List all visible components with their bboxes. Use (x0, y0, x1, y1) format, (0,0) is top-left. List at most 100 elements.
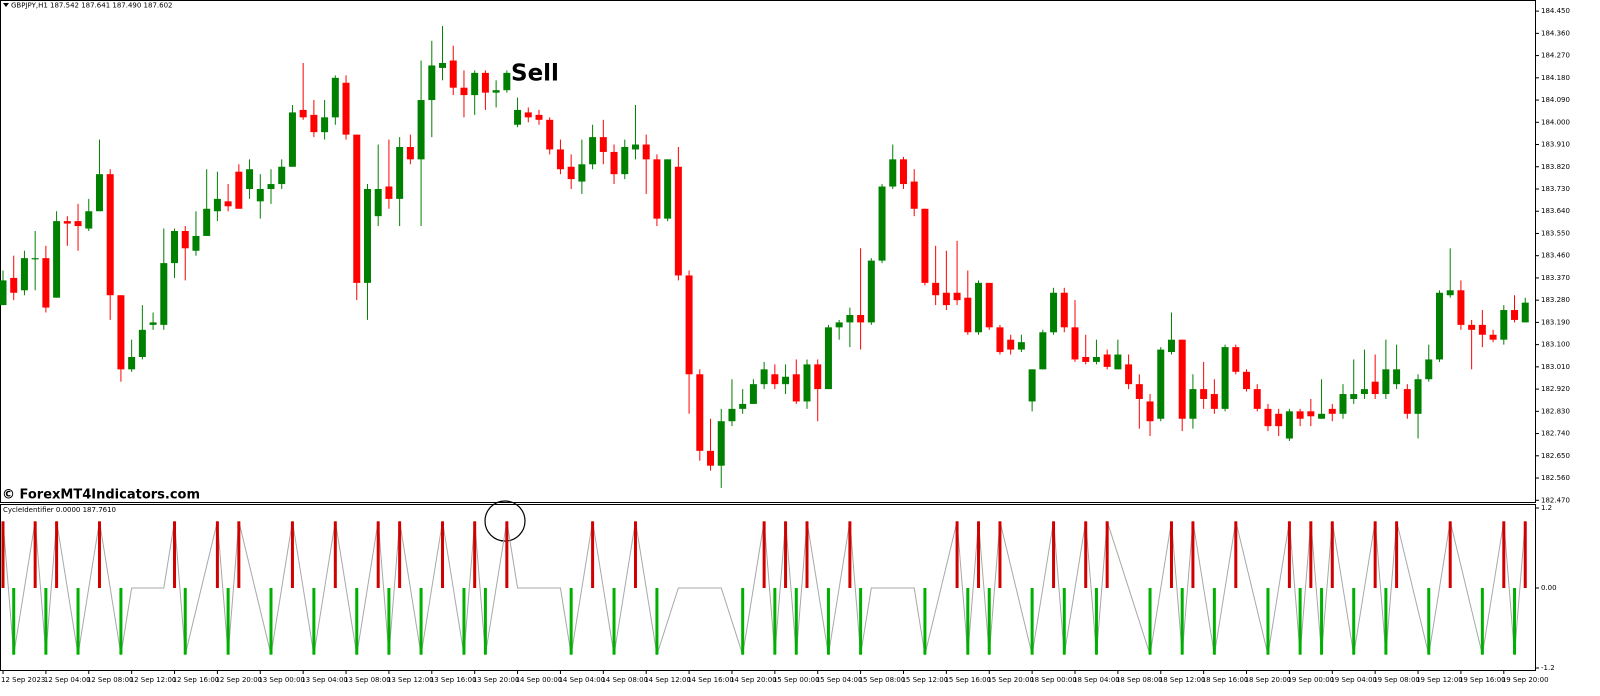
x-tick-label: 12 Sep 16:00 (173, 676, 220, 684)
buy-cycle-bar (483, 588, 487, 655)
sell-cycle-bar (1395, 521, 1399, 588)
candle-body (1017, 342, 1025, 350)
candle-body (1393, 369, 1401, 385)
candle-body (535, 114, 543, 120)
x-tick-label: 15 Sep 04:00 (816, 676, 863, 684)
x-tick-label: 12 Sep 2023 (1, 676, 45, 684)
x-tick-label: 15 Sep 16:00 (944, 676, 991, 684)
y-tick-label: -1.2 (1541, 664, 1555, 672)
candle-body (128, 356, 136, 370)
candle-body (106, 174, 114, 296)
candle-body (1285, 411, 1293, 439)
buy-cycle-bar (226, 588, 230, 655)
candle-body (975, 282, 983, 333)
candle-body (299, 109, 307, 118)
candle-body (1350, 394, 1358, 399)
candle-body (20, 258, 28, 291)
candle-body (717, 421, 725, 466)
y-tick-label: 183.640 (1541, 207, 1570, 215)
candle-body (1511, 310, 1519, 320)
candle-body (1521, 302, 1529, 323)
y-tick-label: 183.370 (1541, 274, 1570, 282)
x-tick-label: 13 Sep 12:00 (387, 676, 434, 684)
candle-body (835, 322, 843, 328)
buy-cycle-bar (1030, 588, 1034, 655)
sell-cycle-bar (398, 521, 402, 588)
candle-body (1489, 334, 1497, 340)
candle-body (889, 159, 897, 187)
x-tick-label: 14 Sep 12:00 (644, 676, 691, 684)
candle-body (524, 112, 532, 118)
x-tick-label: 15 Sep 20:00 (987, 676, 1034, 684)
candle-body (406, 146, 414, 160)
candle-body (310, 114, 318, 133)
x-tick-label: 19 Sep 04:00 (1330, 676, 1377, 684)
candle-body (674, 166, 682, 276)
sell-cycle-bar (1234, 521, 1238, 588)
candle-body (74, 221, 82, 227)
x-tick-label: 19 Sep 00:00 (1287, 676, 1334, 684)
candle-body (685, 275, 693, 375)
candle-body (278, 166, 286, 185)
buy-cycle-bar (655, 588, 659, 655)
x-tick-label: 19 Sep 20:00 (1502, 676, 1549, 684)
candle-body (1414, 379, 1422, 414)
candle-body (599, 137, 607, 152)
candle-body (1446, 290, 1454, 296)
y-tick-label: 1.2 (1541, 504, 1552, 512)
sell-cycle-bar (1105, 521, 1109, 588)
x-tick-label: 19 Sep 16:00 (1459, 676, 1506, 684)
candle-body (556, 149, 564, 170)
buy-cycle-bar (773, 588, 777, 655)
candle-body (749, 384, 757, 404)
candle-body (1243, 371, 1251, 390)
candle-body (385, 186, 393, 199)
candle-body (492, 90, 500, 93)
candle-body (942, 292, 950, 306)
buy-cycle-bar (612, 588, 616, 655)
sell-cycle-bar (977, 521, 981, 588)
candle-body (331, 77, 339, 118)
x-tick-label: 19 Sep 12:00 (1416, 676, 1463, 684)
buy-cycle-bar (1384, 588, 1388, 655)
candle-body (546, 119, 554, 150)
sell-cycle-bar (1448, 521, 1452, 588)
candle-body (203, 208, 211, 236)
buy-cycle-bar (794, 588, 798, 655)
candle-body (1135, 384, 1143, 399)
candle-body (1264, 408, 1272, 427)
candle-body (782, 376, 790, 385)
sell-cycle-bar (633, 521, 637, 588)
buy-cycle-bar (741, 588, 745, 655)
candle-body (42, 258, 50, 308)
buy-cycle-bar (987, 588, 991, 655)
candle-body (921, 208, 929, 283)
x-tick-label: 18 Sep 08:00 (1116, 676, 1163, 684)
buy-cycle-bar (269, 588, 273, 655)
candle-body (857, 314, 865, 323)
y-tick-label: 184.180 (1541, 74, 1570, 82)
candle-body (288, 112, 296, 167)
sell-cycle-bar (1523, 521, 1527, 588)
y-tick-label: 184.090 (1541, 96, 1570, 104)
sell-cycle-bar (333, 521, 337, 588)
candle-body (1468, 324, 1476, 330)
x-tick-label: 18 Sep 12:00 (1159, 676, 1206, 684)
candle-body (449, 60, 457, 88)
candle-body (342, 82, 350, 135)
candle-body (589, 137, 597, 165)
sell-cycle-bar (173, 521, 177, 588)
candle-body (471, 72, 479, 96)
buy-cycle-bar (312, 588, 316, 655)
candle-body (1425, 359, 1433, 380)
y-tick-label: 182.560 (1541, 474, 1570, 482)
buy-cycle-bar (1094, 588, 1098, 655)
candle-body (1007, 339, 1015, 350)
candle-body (1167, 339, 1175, 353)
sell-cycle-bar (505, 521, 509, 588)
candle-body (910, 181, 918, 209)
x-tick-label: 18 Sep 16:00 (1202, 676, 1249, 684)
sell-cycle-bar (1502, 521, 1506, 588)
candle-body (0, 280, 7, 306)
candle-body (256, 188, 264, 202)
